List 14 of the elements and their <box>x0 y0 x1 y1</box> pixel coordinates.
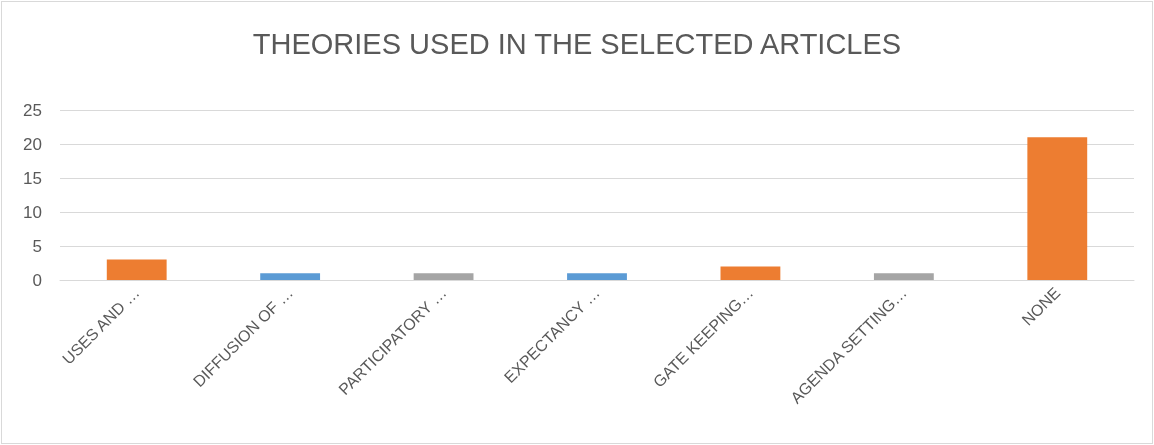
y-tick-label: 20 <box>23 134 42 154</box>
bar <box>260 273 321 280</box>
bar <box>873 273 934 280</box>
bar <box>413 273 474 280</box>
y-tick-label: 10 <box>23 202 42 222</box>
bar <box>720 266 781 280</box>
y-tick-label: 15 <box>23 168 42 188</box>
bar <box>106 259 167 280</box>
bar <box>1027 137 1088 280</box>
chart-title: THEORIES USED IN THE SELECTED ARTICLES <box>252 27 902 60</box>
y-tick-label: 5 <box>32 236 42 256</box>
y-tick-label: 0 <box>32 270 42 290</box>
y-tick-label: 25 <box>23 100 42 120</box>
bar <box>567 273 627 280</box>
